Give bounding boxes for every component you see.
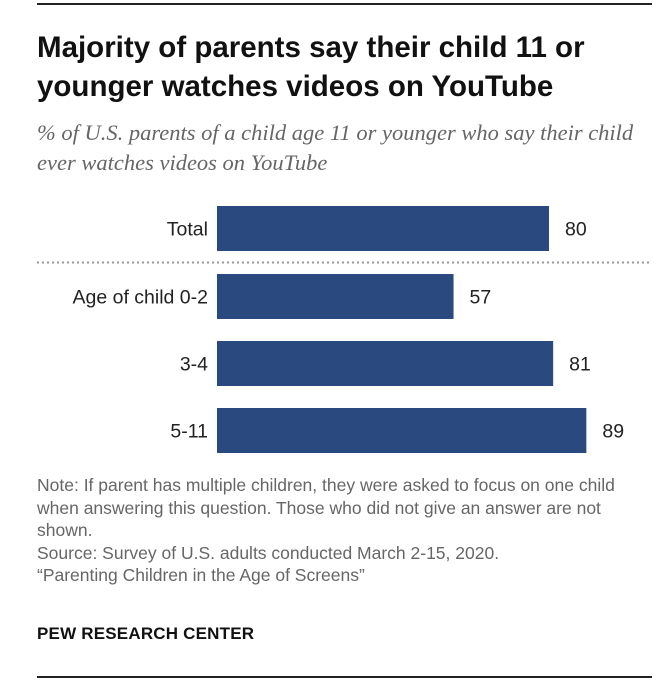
- bar-age-of-child-0-2: [217, 274, 454, 319]
- chart-title: Majority of parents say their child 11 o…: [37, 31, 585, 103]
- value-label: 89: [602, 421, 624, 443]
- category-label: Age of child 0-2: [72, 287, 208, 309]
- notes: Note: If parent has multiple children, t…: [37, 474, 647, 587]
- category-label: Total: [167, 219, 208, 241]
- chart-subtitle: % of U.S. parents of a child age 11 or y…: [37, 120, 634, 175]
- value-label: 81: [569, 354, 591, 376]
- bar-5-11: [217, 408, 587, 453]
- top-rule: [37, 3, 652, 5]
- bar-3-4: [217, 341, 554, 386]
- note-text: Note: If parent has multiple children, t…: [37, 475, 615, 540]
- category-label: 5-11: [170, 421, 208, 443]
- category-label: 3-4: [180, 354, 208, 376]
- value-label: 57: [470, 287, 492, 309]
- bar-chart: Total 80 Age of child 0-2 57 3-4 81 5-11 89: [37, 206, 652, 453]
- bar-total: [217, 206, 549, 251]
- source-text: Source: Survey of U.S. adults conducted …: [37, 542, 500, 563]
- value-label: 80: [565, 219, 587, 241]
- brand-logo-text: PEW RESEARCH CENTER: [37, 624, 255, 643]
- report-title: “Parenting Children in the Age of Screen…: [37, 565, 365, 585]
- bottom-rule: [37, 676, 652, 678]
